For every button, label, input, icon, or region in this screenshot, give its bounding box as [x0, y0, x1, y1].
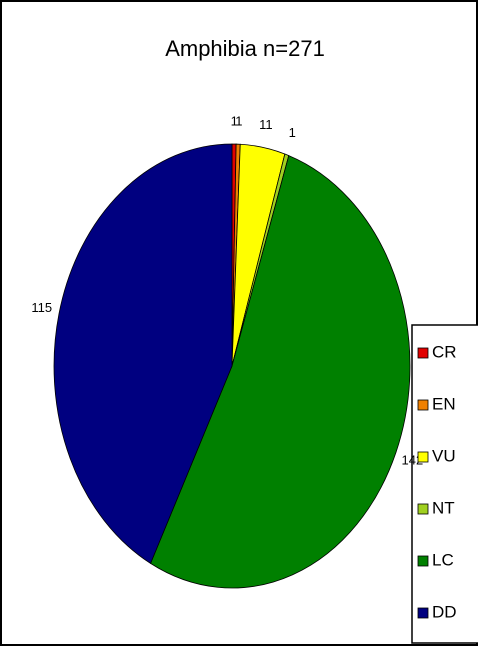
data-label: 1 — [231, 113, 238, 128]
legend-box — [411, 324, 478, 644]
legend-label: LC — [432, 550, 454, 569]
legend-label: NT — [432, 498, 455, 517]
pie-slice — [53, 143, 233, 564]
legend-label: CR — [432, 342, 457, 361]
legend-label: VU — [432, 446, 456, 465]
legend-swatch — [417, 399, 429, 411]
chart-title: Amphibia n=271 — [165, 36, 325, 61]
pie-slice — [150, 155, 411, 589]
legend-label: DD — [432, 602, 457, 621]
legend-swatch — [417, 451, 429, 463]
legend-swatch — [417, 503, 429, 515]
legend-swatch — [417, 347, 429, 359]
legend-swatch — [417, 607, 429, 619]
data-label: 1 — [289, 125, 296, 140]
legend-swatch — [417, 555, 429, 567]
data-label: 11 — [259, 117, 273, 132]
data-label: 1 — [235, 113, 242, 128]
legend-label: EN — [432, 394, 456, 413]
data-label: 115 — [31, 300, 52, 315]
